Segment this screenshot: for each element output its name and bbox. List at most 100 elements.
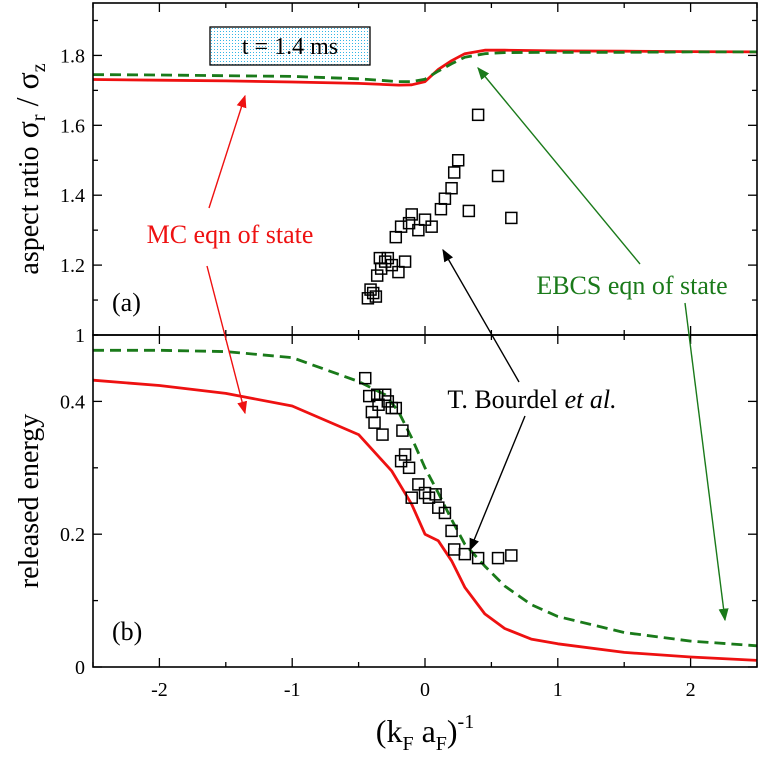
- panel-a-bourdel-point: [370, 269, 384, 282]
- panel-b-ebcs-line: [93, 348, 758, 648]
- panel-b-ytick-label: 0: [75, 657, 85, 679]
- panel-a-bourdel-point: [374, 262, 388, 275]
- panel-a-bourdel-point: [389, 230, 403, 244]
- panel-b-mc-line: [92, 378, 758, 662]
- x-tick-label: 1: [553, 679, 563, 701]
- panel-a-bourdel-point: [402, 216, 416, 230]
- panel-a-bourdel-point: [398, 255, 412, 268]
- bourdel-label-etal: et al.: [565, 385, 617, 414]
- bourdel-arrow-to-panel-b: [469, 415, 526, 552]
- bourdel-arrow-to-panel-a: [442, 248, 520, 383]
- panel-a-bourdel-point: [385, 258, 399, 272]
- panel-b-ytick-label: 0.2: [60, 524, 85, 546]
- panel-b: -2 -1 0 1 2 0 0.2 0.4 (b) released energy T. Bo…: [14, 334, 758, 755]
- xlabel-close: ): [447, 713, 458, 749]
- panel-a-bourdel-point: [418, 213, 432, 226]
- panel-a-ylabel-sigma-z: σ: [9, 72, 45, 89]
- panel-a-ylabel-sub-r: r: [28, 114, 50, 121]
- panel-a-bourdel-point: [366, 286, 380, 300]
- panel-a-ytick-label: 1.4: [60, 185, 85, 207]
- panel-a-bourdel-point: [405, 208, 418, 221]
- panel-b-bourdel-point: [368, 416, 381, 429]
- panel-a-bourdel-point: [412, 223, 425, 237]
- xlabel-sup: -1: [458, 711, 475, 733]
- x-tick-label: 2: [686, 679, 696, 701]
- panel-b-bourdel-point: [445, 524, 458, 538]
- panel-a-ytick-label: 1.2: [60, 255, 85, 277]
- panel-a-label: (a): [112, 288, 141, 317]
- panel-b-bourdel-point: [376, 428, 389, 441]
- panel-b-bourdel-point: [402, 461, 416, 475]
- panel-b-bourdel-point: [358, 371, 372, 385]
- mc-arrow-to-panel-b: [206, 265, 248, 415]
- annotation-arrows: [206, 67, 729, 622]
- panel-a-bourdel-point: [369, 290, 383, 303]
- panel-b-bourdel-point: [394, 454, 408, 468]
- xlabel-sub-f1: F: [402, 733, 413, 755]
- panel-a-bourdel-point: [462, 204, 476, 218]
- panel-a-bourdel-point: [394, 220, 408, 233]
- panel-b-frame: [92, 334, 758, 668]
- panel-b-bourdel-point: [458, 547, 472, 561]
- panel-b-bourdel-point: [396, 424, 409, 437]
- time-box-background: [209, 26, 371, 66]
- panel-a-bourdel-point: [505, 211, 518, 225]
- panel-b-bourdel-point: [412, 478, 425, 491]
- panel-a-bourdel-point: [451, 154, 465, 167]
- ebcs-arrow-to-panel-a: [477, 67, 641, 265]
- bourdel-label: T. Bourdel et al.: [447, 385, 616, 414]
- panel-b-ytick-label: 0.4: [60, 391, 85, 413]
- panel-a-ylabel-sub-z: z: [28, 63, 50, 72]
- panel-b-bourdel-point: [422, 491, 436, 504]
- panel-a-bourdel-point: [445, 181, 458, 195]
- panel-a-ytick-label: 1.8: [60, 45, 85, 67]
- ebcs-eqn-label: EBCS eqn of state: [536, 271, 727, 300]
- mc-eqn-label: MC eqn of state: [147, 220, 314, 249]
- panel-a-ylabel: aspect ratioσr / σz: [9, 63, 50, 274]
- panel-b-label: (b): [112, 617, 142, 646]
- panel-b-series: [92, 348, 758, 662]
- time-box-label: t = 1.4 ms: [242, 34, 338, 60]
- panel-b-ylabel: released energy: [14, 414, 45, 588]
- xlabel-a: a: [414, 713, 436, 749]
- panel-b-bourdel-point: [370, 388, 384, 402]
- panel-b-bourdel-point: [447, 543, 461, 556]
- panel-a-ylabel-text: aspect ratio: [14, 146, 45, 274]
- time-annotation-box: t = 1.4 ms: [209, 26, 371, 66]
- panel-a-bourdel-point: [378, 255, 392, 268]
- panel-a-bourdel-point: [447, 166, 461, 179]
- panel-b-bourdel-point: [405, 491, 418, 504]
- panel-b-bourdel-point: [362, 389, 376, 403]
- panel-a-ytick-label: 1.6: [60, 115, 85, 137]
- panel-a: 1.2 1.4 1.6 1.8 1 (a) t = 1.4 ms aspect rati…: [9, 2, 758, 347]
- panel-b-bourdel-point: [491, 551, 505, 565]
- x-axis-label: (kF aF)-1: [376, 711, 474, 755]
- x-tick-label: -2: [151, 679, 168, 701]
- panel-a-bourdel-point: [471, 108, 485, 122]
- bourdel-label-name: T. Bourdel: [447, 385, 558, 414]
- x-tick-label: -1: [284, 679, 301, 701]
- panel-b-bourdel-point: [429, 488, 442, 501]
- panel-a-ylabel-sigma-r: σ: [9, 121, 45, 138]
- panel-a-bourdel-point: [438, 192, 452, 205]
- panel-b-bourdel-point: [398, 448, 412, 461]
- panel-b-bourdel-point: [381, 395, 395, 408]
- panel-b-bourdel-point: [378, 388, 392, 402]
- ebcs-arrow-to-panel-b: [684, 302, 729, 622]
- panel-b-bourdel-point: [389, 401, 403, 415]
- x-tick-label: 0: [420, 679, 430, 701]
- panel-a-bourdel-point: [381, 251, 395, 265]
- panel-a-bourdel-point: [491, 169, 505, 183]
- panel-b-ticks: -2 -1 0 1 2 0 0.2 0.4: [60, 334, 758, 701]
- xlabel-open: (k: [376, 713, 403, 749]
- panel-a-bourdel-point: [434, 202, 448, 216]
- xlabel-sub-f2: F: [436, 733, 447, 755]
- panel-a-bourdel-point: [392, 265, 405, 279]
- panel-a-ebcs-line: [92, 50, 757, 83]
- mc-arrow-to-panel-a: [208, 94, 247, 209]
- panel-b-bourdel-point: [372, 398, 385, 411]
- panel-a-ytick-label-min: 1: [75, 325, 85, 347]
- panel-b-bourdel-point: [365, 405, 379, 419]
- panel-b-bourdel-point: [471, 551, 485, 565]
